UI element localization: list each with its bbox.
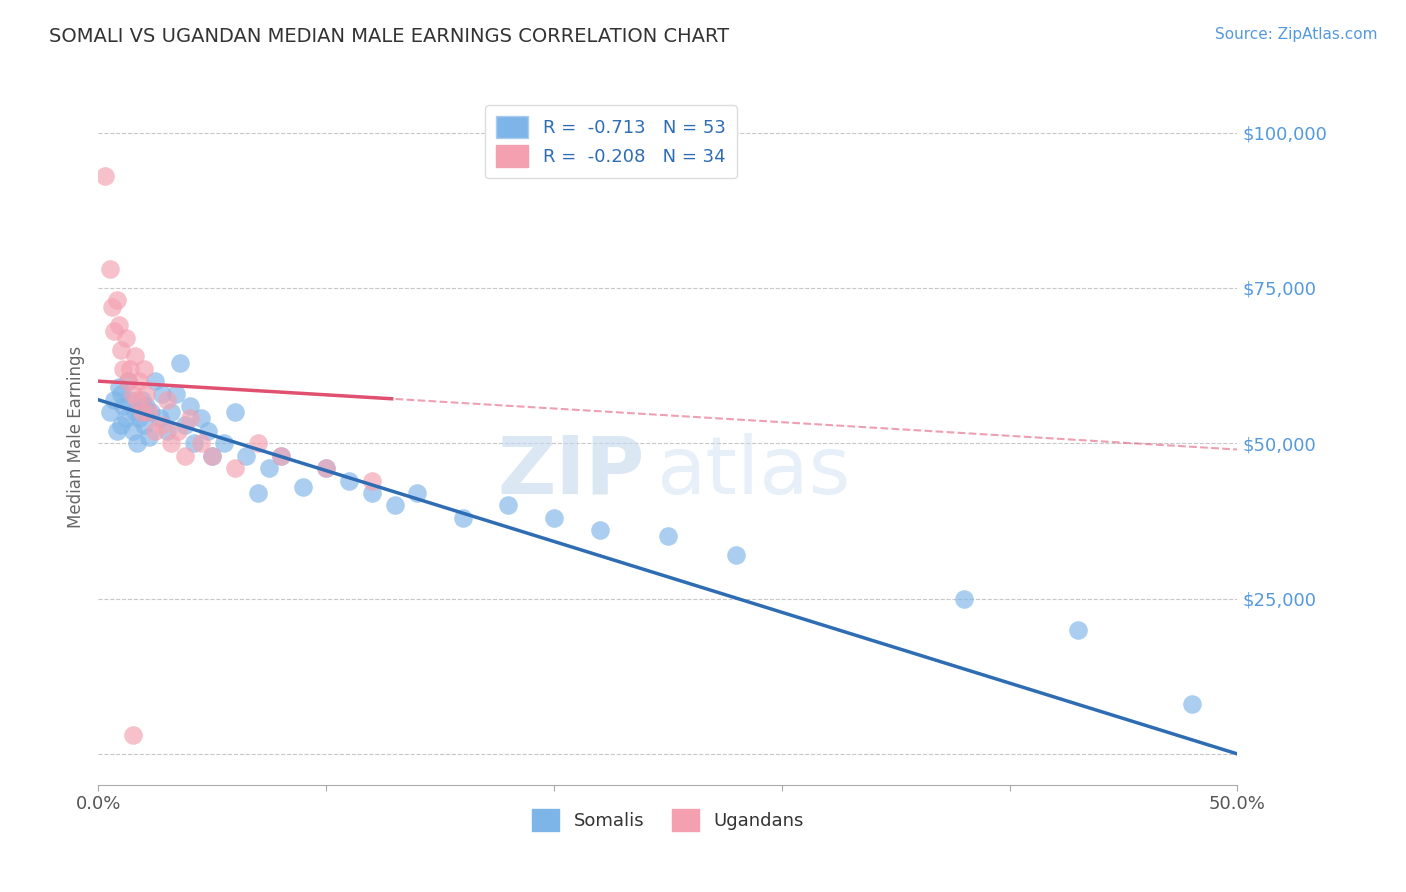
Point (588, 523, 610, 537)
Point (270, 449, 292, 463)
Point (121, 424, 143, 438)
Point (112, 361, 135, 376)
Point (108, 380, 131, 394)
Point (121, 386, 143, 401)
Point (246, 436, 269, 450)
Point (384, 499, 406, 513)
Point (114, 411, 136, 425)
Point (167, 424, 190, 438)
Point (124, 349, 146, 363)
Point (212, 436, 235, 450)
Point (135, 386, 157, 401)
Point (190, 411, 212, 425)
Point (174, 449, 197, 463)
Point (174, 417, 197, 432)
Point (94, 169, 117, 183)
Point (103, 392, 125, 407)
Point (150, 386, 173, 401)
Point (128, 411, 150, 425)
Point (156, 424, 179, 438)
Point (160, 436, 183, 450)
Point (315, 461, 337, 475)
Point (131, 392, 153, 407)
Point (360, 486, 382, 500)
Point (98, 405, 121, 419)
Point (145, 374, 167, 388)
Point (246, 486, 269, 500)
Point (149, 411, 172, 425)
Point (259, 461, 281, 475)
Point (953, 591, 976, 606)
Point (103, 325, 125, 339)
Point (120, 392, 142, 407)
Point (139, 405, 162, 419)
Point (132, 361, 155, 376)
Point (128, 374, 150, 388)
Point (131, 405, 153, 419)
Point (127, 436, 149, 450)
Point (725, 548, 748, 562)
Point (337, 474, 360, 488)
Point (270, 449, 292, 463)
Point (110, 417, 132, 432)
Point (112, 399, 135, 413)
Point (101, 300, 124, 314)
Point (138, 430, 160, 444)
Point (201, 449, 224, 463)
Point (179, 399, 201, 413)
Point (114, 331, 136, 345)
Point (127, 392, 149, 407)
Point (117, 374, 139, 388)
Point (156, 392, 179, 407)
Point (543, 511, 565, 525)
Point (1067, 623, 1090, 637)
Point (145, 424, 167, 438)
Point (132, 417, 155, 432)
Point (224, 405, 246, 419)
Point (292, 480, 315, 494)
Point (150, 417, 173, 432)
Text: atlas: atlas (657, 433, 851, 511)
Legend: Somalis, Ugandans: Somalis, Ugandans (524, 802, 811, 838)
Point (406, 486, 429, 500)
Point (169, 355, 191, 369)
Point (138, 405, 160, 419)
Text: ZIP: ZIP (498, 433, 645, 511)
Point (197, 424, 219, 438)
Point (657, 529, 679, 543)
Point (98, 262, 121, 277)
Point (135, 399, 157, 413)
Point (201, 449, 224, 463)
Point (498, 499, 520, 513)
Point (183, 436, 205, 450)
Point (120, 361, 142, 376)
Point (124, 405, 146, 419)
Point (160, 405, 183, 419)
Point (105, 424, 128, 438)
Point (110, 386, 132, 401)
Text: SOMALI VS UGANDAN MEDIAN MALE EARNINGS CORRELATION CHART: SOMALI VS UGANDAN MEDIAN MALE EARNINGS C… (49, 27, 730, 45)
Point (235, 449, 257, 463)
Text: Source: ZipAtlas.com: Source: ZipAtlas.com (1215, 27, 1378, 42)
Point (117, 374, 139, 388)
Point (108, 318, 131, 333)
Point (105, 293, 128, 308)
Point (110, 343, 132, 357)
Point (360, 474, 382, 488)
Y-axis label: Median Male Earnings: Median Male Earnings (66, 346, 84, 528)
Point (315, 461, 337, 475)
Point (224, 461, 246, 475)
Point (190, 436, 212, 450)
Point (451, 511, 474, 525)
Point (165, 386, 187, 401)
Point (1181, 697, 1204, 711)
Point (121, 728, 143, 742)
Point (179, 411, 201, 425)
